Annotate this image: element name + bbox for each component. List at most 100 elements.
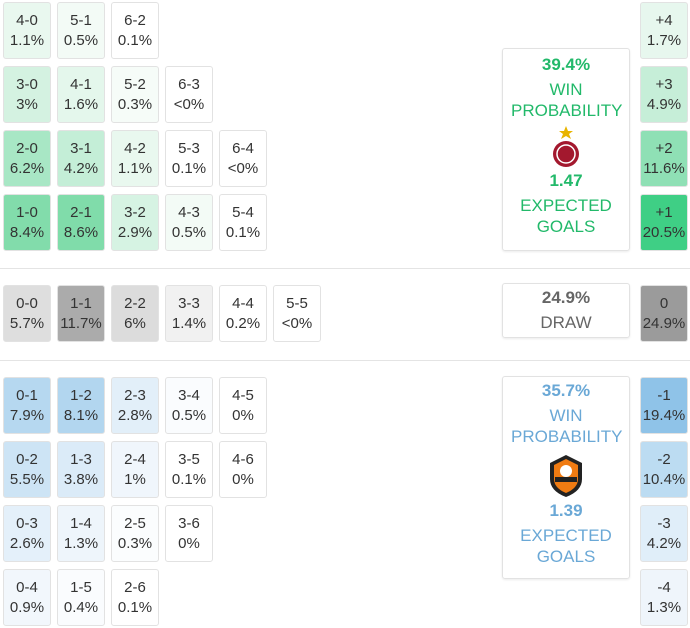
score: 0-4 [16, 579, 38, 596]
probability: 7.9% [9, 407, 45, 424]
score-cell: +4 1.7% [640, 2, 688, 59]
xg: 1.47 [549, 171, 583, 190]
score: 1-3 [70, 451, 92, 468]
probability: 0.1% [171, 471, 207, 488]
probability: 2.9% [117, 224, 153, 241]
separator [0, 360, 690, 361]
score-cell: 3-2 2.9% [111, 194, 159, 251]
score: +2 [655, 140, 673, 157]
score: 3-3 [178, 295, 200, 312]
score: 4-3 [178, 204, 200, 221]
score-cell: 3-1 4.2% [57, 130, 105, 187]
probability: 1.4% [171, 315, 207, 332]
score: 2-1 [70, 204, 92, 221]
score: 1-5 [70, 579, 92, 596]
score: -4 [657, 579, 671, 596]
score-cell: 0-3 2.6% [3, 505, 51, 562]
score-cell: 2-4 1% [111, 441, 159, 498]
draw-label: DRAW [540, 313, 592, 332]
score: 4-2 [124, 140, 146, 157]
score-cell: 1-3 3.8% [57, 441, 105, 498]
probability: 5.7% [9, 315, 45, 332]
probability: 20.5% [642, 224, 686, 241]
score: 4-5 [232, 387, 254, 404]
score: 6-4 [232, 140, 254, 157]
score-cell: 5-5 <0% [273, 285, 321, 342]
probability: 0.1% [117, 32, 153, 49]
probability: 3.8% [63, 471, 99, 488]
score-cell: +3 4.9% [640, 66, 688, 123]
probability: 0.5% [171, 224, 207, 241]
probability: 2.8% [117, 407, 153, 424]
score: 5-3 [178, 140, 200, 157]
score-cell: 3-6 0% [165, 505, 213, 562]
score: 0-3 [16, 515, 38, 532]
score: +4 [655, 12, 673, 29]
score-cell: 5-2 0.3% [111, 66, 159, 123]
score-cell: -1 19.4% [640, 377, 688, 434]
probability: 1.1% [9, 32, 45, 49]
xg-label: EXPECTED GOALS [520, 196, 612, 236]
score: 6-2 [124, 12, 146, 29]
score: 2-2 [124, 295, 146, 312]
xg: 1.39 [549, 501, 583, 520]
score: 5-2 [124, 76, 146, 93]
probability: 0.1% [171, 160, 207, 177]
score-cell: 2-0 6.2% [3, 130, 51, 187]
score-cell: 3-0 3% [3, 66, 51, 123]
probability: 24.9% [642, 315, 686, 332]
score-cell: 4-1 1.6% [57, 66, 105, 123]
score: +1 [655, 204, 673, 221]
score-cell: 4-0 1.1% [3, 2, 51, 59]
score: 3-6 [178, 515, 200, 532]
score-cell: +1 20.5% [640, 194, 688, 251]
probability: 0.3% [117, 96, 153, 113]
score-cell: 5-3 0.1% [165, 130, 213, 187]
score-cell: 2-3 2.8% [111, 377, 159, 434]
score: 3-2 [124, 204, 146, 221]
score-cell: 2-5 0.3% [111, 505, 159, 562]
probability: 1.3% [646, 599, 682, 616]
score-cell: 1-0 8.4% [3, 194, 51, 251]
xg-label: EXPECTED GOALS [520, 526, 612, 566]
probability: 2.6% [9, 535, 45, 552]
win-pct: 35.7% [541, 381, 591, 400]
probability: 1.6% [63, 96, 99, 113]
probability: 0% [232, 471, 254, 488]
home-card: 39.4% WIN PROBABILITY 1.47 EXPECTED GOAL… [502, 48, 630, 251]
probability: 8.4% [9, 224, 45, 241]
score-cell: 0 24.9% [640, 285, 688, 342]
score: 6-3 [178, 76, 200, 93]
probability: 4.2% [63, 160, 99, 177]
probability: 3% [16, 96, 38, 113]
probability: 19.4% [642, 407, 686, 424]
probability: 11.6% [643, 160, 685, 177]
score: 3-5 [178, 451, 200, 468]
score-cell: 4-5 0% [219, 377, 267, 434]
score-cell: 3-3 1.4% [165, 285, 213, 342]
score: 2-4 [124, 451, 146, 468]
probability: 0.2% [225, 315, 261, 332]
score: 3-1 [70, 140, 92, 157]
probability: 11.7% [60, 315, 102, 332]
score-cell: 2-2 6% [111, 285, 159, 342]
separator [0, 268, 690, 269]
score-cell: 1-2 8.1% [57, 377, 105, 434]
away-card: 35.7% WIN PROBABILITY 1.39 EXPECTED GOAL… [502, 376, 630, 579]
score-cell: 4-2 1.1% [111, 130, 159, 187]
probability: 1.1% [117, 160, 153, 177]
probability: 0.3% [117, 535, 153, 552]
score: 4-1 [70, 76, 92, 93]
score: 3-0 [16, 76, 38, 93]
score: 0-0 [16, 295, 38, 312]
score: -3 [657, 515, 671, 532]
score-cell: 3-4 0.5% [165, 377, 213, 434]
score: 4-0 [16, 12, 38, 29]
probability: 6.2% [9, 160, 45, 177]
score-cell: 6-4 <0% [219, 130, 267, 187]
probability: 5.5% [9, 471, 45, 488]
probability: 0.5% [171, 407, 207, 424]
score: 2-6 [124, 579, 146, 596]
score: 1-0 [16, 204, 38, 221]
